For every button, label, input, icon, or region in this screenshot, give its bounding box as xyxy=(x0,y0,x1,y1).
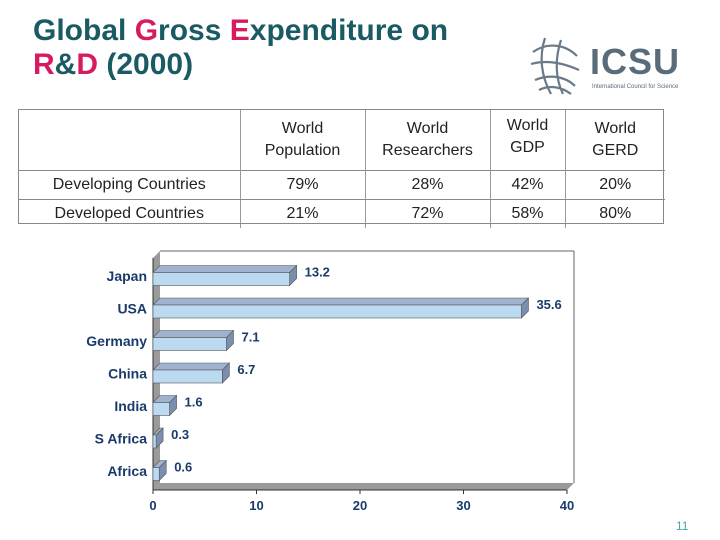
bar xyxy=(152,272,290,286)
logo-subtitle: International Council for Science xyxy=(592,84,679,90)
bar-top xyxy=(152,265,298,273)
title-line-1: Global Gross Expenditure on xyxy=(33,14,449,47)
icsu-logo: ICSU International Council for Science xyxy=(525,34,715,98)
x-tick-label: 20 xyxy=(353,498,367,513)
category-label: Japan xyxy=(107,268,147,284)
category-label: China xyxy=(108,366,147,382)
x-tick-label: 0 xyxy=(149,498,156,513)
title-line-2: R&D (2000) xyxy=(33,48,194,81)
data-label: 0.6 xyxy=(174,460,192,475)
header-researchers: World Researchers xyxy=(364,110,490,171)
header-gerd: World GERD xyxy=(564,110,665,171)
bar xyxy=(152,337,227,351)
logo-text: ICSU xyxy=(590,41,681,82)
data-label: 13.2 xyxy=(305,265,330,280)
bar xyxy=(152,434,157,449)
bar xyxy=(152,402,170,416)
x-tick-label: 30 xyxy=(456,498,470,513)
x-tick-label: 40 xyxy=(560,498,574,513)
data-label: 6.7 xyxy=(237,362,255,377)
x-tick-label: 10 xyxy=(249,498,263,513)
table-cell: 42% xyxy=(489,170,565,200)
page-number: 11 xyxy=(676,519,689,533)
data-label: 1.6 xyxy=(185,395,203,410)
bar-top xyxy=(152,297,530,306)
icsu-globe-icon xyxy=(530,37,580,95)
header-population: World Population xyxy=(239,110,365,171)
data-label: 35.6 xyxy=(536,297,561,312)
row-label: Developed Countries xyxy=(54,205,204,222)
category-label: S Africa xyxy=(95,431,148,447)
page-title: Global Gross Expenditure on R&D (2000) xyxy=(33,14,448,82)
bar xyxy=(152,467,160,481)
chart-floor xyxy=(153,483,574,490)
data-label: 7.1 xyxy=(241,330,259,345)
table-cell: 28% xyxy=(364,170,490,200)
category-label: USA xyxy=(117,301,147,317)
category-label: Africa xyxy=(107,463,147,479)
category-label: India xyxy=(114,398,147,414)
bar-top xyxy=(152,330,235,338)
category-label: Germany xyxy=(86,333,147,349)
header-gdp: World GDP xyxy=(489,110,565,171)
row-label: Developing Countries xyxy=(19,170,240,200)
table-cell: 79% xyxy=(239,170,365,200)
table-row: Developing Countries 79% 28% 42% 20% xyxy=(19,170,665,200)
data-label: 0.3 xyxy=(171,427,189,442)
table-cell: 20% xyxy=(564,170,665,200)
table-header-row: World Population World Researchers World GD… xyxy=(19,110,665,171)
bar-top xyxy=(152,362,231,371)
bar xyxy=(152,304,522,319)
bar xyxy=(152,369,223,384)
